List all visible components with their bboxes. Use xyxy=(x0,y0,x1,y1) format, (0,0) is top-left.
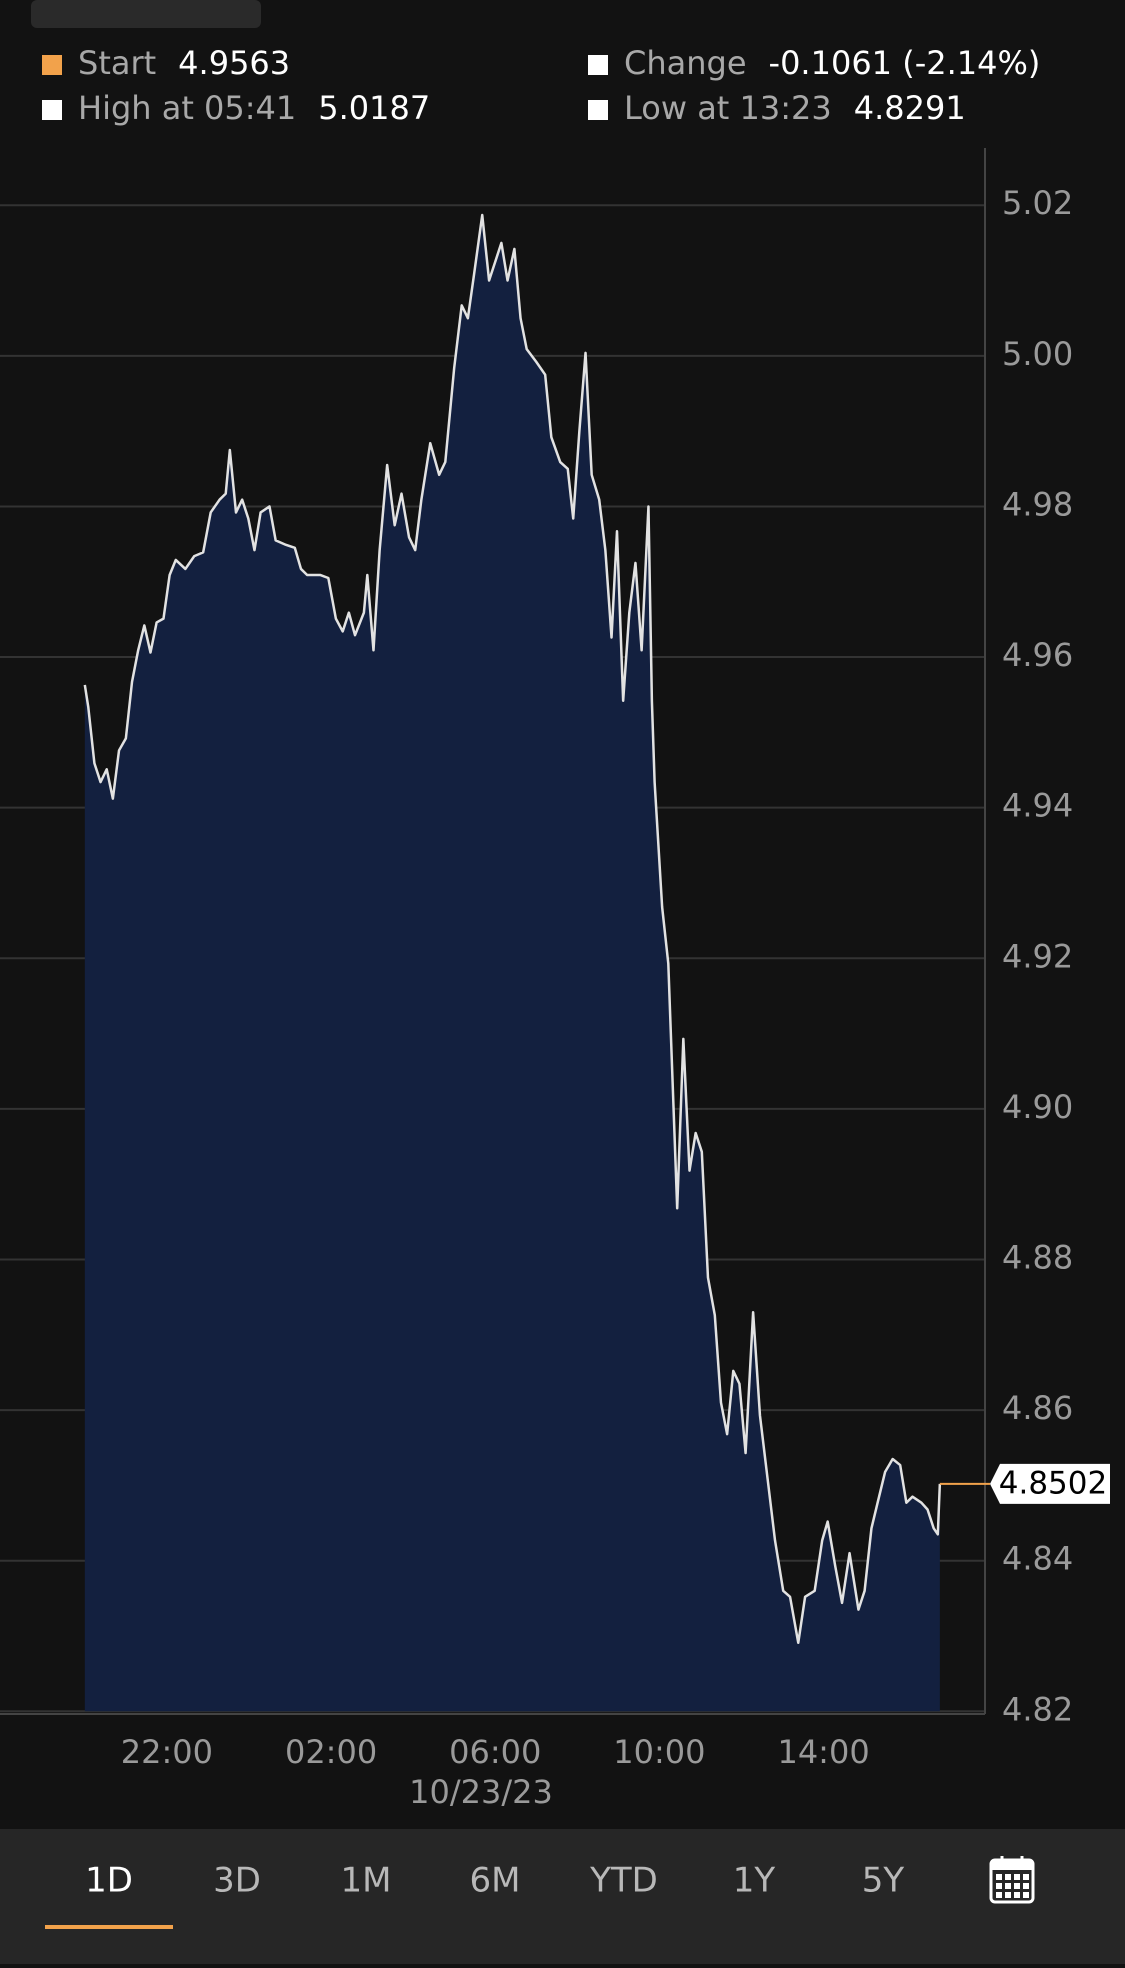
y-tick-label: 4.94 xyxy=(1002,787,1073,825)
range-tab[interactable]: YTD xyxy=(589,1861,658,1901)
stat-swatch xyxy=(42,55,62,75)
header: Start 4.9563 Change -0.1061 (-2.14%) High at… xyxy=(42,44,1040,127)
tabs: 1D 3D 1M 6M YTD 1Y 5Y xyxy=(45,1861,905,1929)
x-tick-label: 10:00 xyxy=(613,1733,705,1771)
y-tick-label: 4.98 xyxy=(1002,485,1073,523)
x-tick-label: 14:00 xyxy=(777,1733,869,1771)
range-tab[interactable]: 6M xyxy=(470,1861,521,1901)
range-tab[interactable]: 1Y xyxy=(733,1861,776,1901)
y-tick-label: 4.88 xyxy=(1002,1238,1073,1276)
stat-value: 5.0187 xyxy=(318,89,430,127)
range-tab[interactable]: 1D xyxy=(85,1861,133,1901)
stat-value: 4.9563 xyxy=(178,44,290,82)
y-tick-label: 4.84 xyxy=(1002,1540,1073,1578)
calendar-days[interactable] xyxy=(996,1874,1029,1898)
stat-swatch xyxy=(588,100,608,120)
x-tick-label: 06:00 xyxy=(449,1733,541,1771)
x-date-label: 10/23/23 xyxy=(409,1773,553,1811)
tab-underline xyxy=(45,1925,173,1929)
x-tick-label: 02:00 xyxy=(285,1733,377,1771)
stat-label: Change xyxy=(624,44,747,82)
last-value-box xyxy=(990,1463,1110,1504)
y-tick-label: 4.86 xyxy=(1002,1389,1073,1427)
stat-label: High at 05:41 xyxy=(78,89,296,127)
last-value-label: 4.8502 xyxy=(999,1465,1107,1501)
stat-label: Start xyxy=(78,44,156,82)
area-fill xyxy=(84,215,940,1712)
y-tick-label: 4.92 xyxy=(1002,937,1073,975)
range-tab[interactable]: 1M xyxy=(341,1861,392,1901)
plot: 4.82 4.84 4.86 4.88 4.90 4.92 4.94 4.96 4.98 5.00… xyxy=(0,148,1110,1811)
calendar-icon-top[interactable] xyxy=(991,1860,1033,1870)
stat-swatch xyxy=(42,100,62,120)
calendar-button[interactable] xyxy=(989,1856,1035,1904)
price-line xyxy=(83,213,942,1645)
range-tab[interactable]: 3D xyxy=(213,1861,261,1901)
range-tab[interactable]: 5Y xyxy=(862,1861,905,1901)
y-tick-label: 5.00 xyxy=(1002,335,1073,373)
y-tick-label: 4.90 xyxy=(1002,1088,1073,1126)
stat-value: 4.8291 xyxy=(854,89,966,127)
stat-value: -0.1061 (-2.14%) xyxy=(769,44,1041,82)
stat-label: Low at 13:23 xyxy=(624,89,832,127)
top-handle xyxy=(31,0,261,28)
x-tick-label: 22:00 xyxy=(121,1733,213,1771)
y-tick-label: 4.82 xyxy=(1002,1690,1073,1728)
stat-swatch xyxy=(588,55,608,75)
y-tick-label: 5.02 xyxy=(1002,184,1073,222)
y-tick-label: 4.96 xyxy=(1002,636,1073,674)
tab-bar xyxy=(0,1829,1125,1964)
